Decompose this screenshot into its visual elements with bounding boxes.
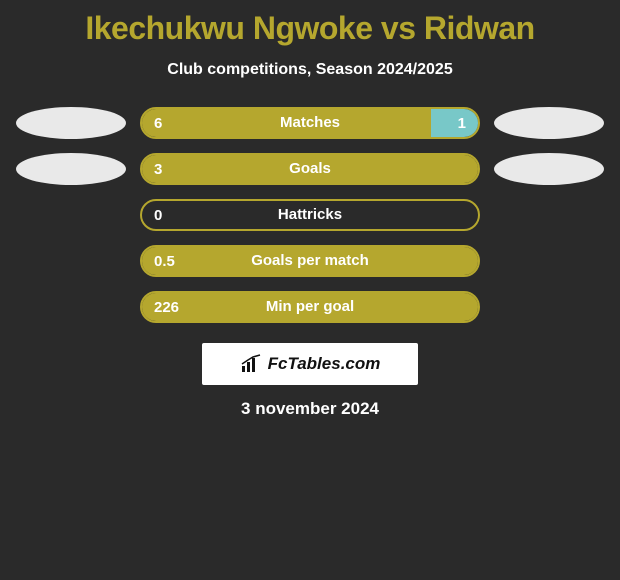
page-title: Ikechukwu Ngwoke vs Ridwan [85, 10, 534, 47]
player-left-avatar [16, 107, 126, 139]
stat-bar: 0Hattricks [140, 199, 480, 231]
stat-bar-left-segment: 0.5 [142, 247, 478, 275]
player-left-avatar [16, 153, 126, 185]
comparison-chart: 61Matches3Goals0Hattricks0.5Goals per ma… [0, 107, 620, 323]
chart-icon [240, 354, 262, 374]
stat-label: Hattricks [142, 201, 478, 229]
avatar-spacer [494, 199, 604, 231]
stat-bar-right-segment: 1 [431, 109, 478, 137]
stat-bar: 61Matches [140, 107, 480, 139]
stat-row: 0.5Goals per match [0, 245, 620, 277]
stat-bar-left-segment: 3 [142, 155, 478, 183]
player-right-avatar [494, 107, 604, 139]
stat-bar: 3Goals [140, 153, 480, 185]
stat-bar: 226Min per goal [140, 291, 480, 323]
stat-row: 0Hattricks [0, 199, 620, 231]
brand-text: FcTables.com [268, 354, 381, 374]
stat-row: 226Min per goal [0, 291, 620, 323]
avatar-spacer [16, 291, 126, 323]
stat-bar-left-segment: 226 [142, 293, 478, 321]
footer-date: 3 november 2024 [241, 399, 379, 419]
stat-left-value: 0.5 [142, 253, 175, 270]
stat-left-value: 0 [142, 207, 162, 224]
page-subtitle: Club competitions, Season 2024/2025 [167, 61, 452, 79]
stat-left-value: 6 [142, 115, 162, 132]
stat-row: 3Goals [0, 153, 620, 185]
brand-badge[interactable]: FcTables.com [202, 343, 418, 385]
avatar-spacer [494, 245, 604, 277]
stat-right-value: 1 [458, 115, 478, 132]
avatar-spacer [16, 245, 126, 277]
stat-bar: 0.5Goals per match [140, 245, 480, 277]
avatar-spacer [16, 199, 126, 231]
stat-left-value: 226 [142, 299, 179, 316]
stat-row: 61Matches [0, 107, 620, 139]
player-right-avatar [494, 153, 604, 185]
stat-left-value: 3 [142, 161, 162, 178]
stat-bar-left-segment: 6 [142, 109, 431, 137]
avatar-spacer [494, 291, 604, 323]
